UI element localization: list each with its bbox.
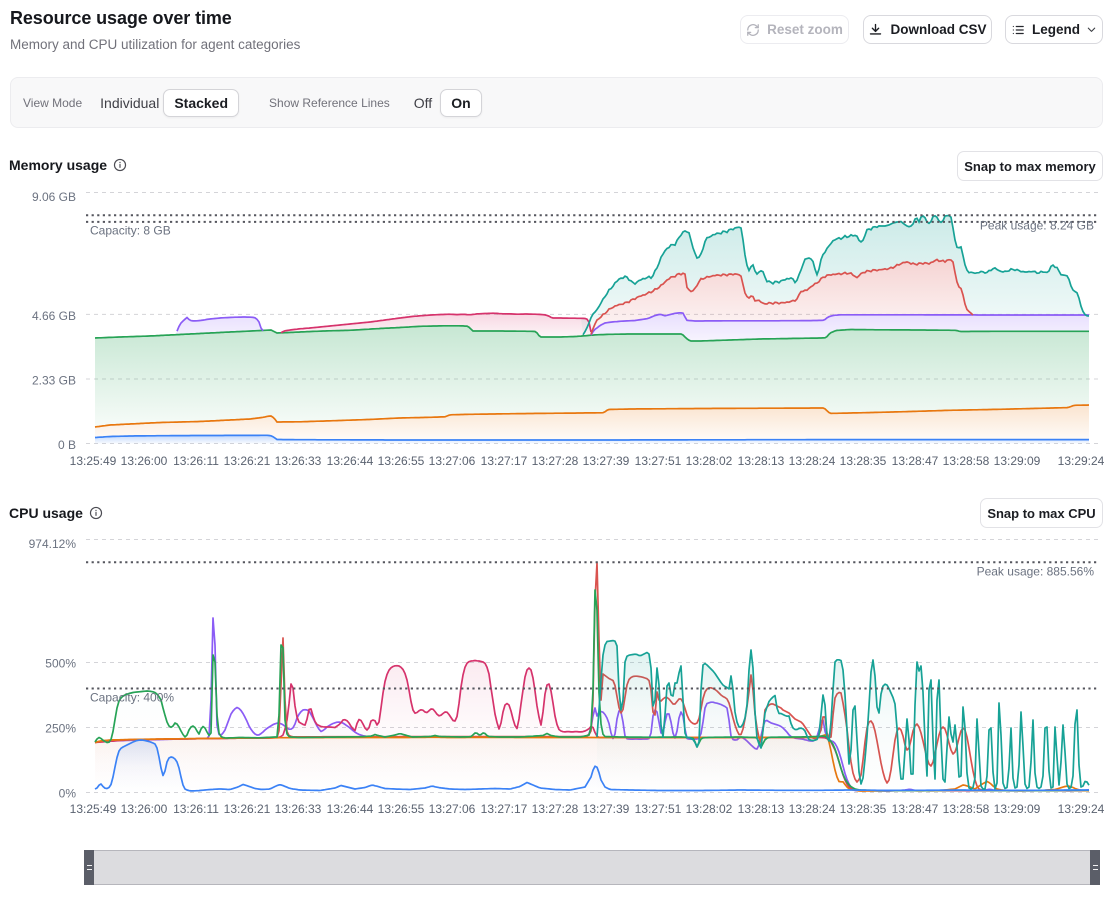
svg-text:13:29:24: 13:29:24 <box>1058 802 1105 816</box>
svg-text:250%: 250% <box>45 722 76 736</box>
svg-text:13:29:09: 13:29:09 <box>994 454 1041 468</box>
svg-text:13:28:13: 13:28:13 <box>738 454 785 468</box>
svg-text:13:27:06: 13:27:06 <box>429 802 476 816</box>
svg-text:13:26:11: 13:26:11 <box>173 802 219 816</box>
svg-text:13:28:35: 13:28:35 <box>840 802 887 816</box>
svg-text:9.06 GB: 9.06 GB <box>32 190 76 204</box>
svg-text:13:26:44: 13:26:44 <box>327 454 374 468</box>
svg-text:Capacity: 400%: Capacity: 400% <box>90 691 174 705</box>
svg-text:13:26:00: 13:26:00 <box>121 454 168 468</box>
svg-text:13:26:33: 13:26:33 <box>275 454 322 468</box>
svg-text:13:29:09: 13:29:09 <box>994 802 1041 816</box>
svg-text:2.33 GB: 2.33 GB <box>32 374 76 388</box>
svg-text:13:26:55: 13:26:55 <box>378 454 425 468</box>
svg-text:13:28:24: 13:28:24 <box>789 802 836 816</box>
svg-text:Peak usage: 8.24 GB: Peak usage: 8.24 GB <box>980 219 1094 233</box>
svg-text:13:27:17: 13:27:17 <box>481 454 528 468</box>
svg-text:13:27:06: 13:27:06 <box>429 454 476 468</box>
svg-text:13:28:58: 13:28:58 <box>943 802 990 816</box>
svg-text:13:26:00: 13:26:00 <box>121 802 168 816</box>
svg-text:Peak usage: 885.56%: Peak usage: 885.56% <box>977 565 1095 579</box>
svg-text:0 B: 0 B <box>58 438 76 452</box>
svg-text:13:27:17: 13:27:17 <box>481 802 528 816</box>
svg-text:Capacity: 8 GB: Capacity: 8 GB <box>90 224 171 238</box>
svg-text:13:27:39: 13:27:39 <box>583 802 630 816</box>
svg-text:13:27:51: 13:27:51 <box>635 454 682 468</box>
svg-text:4.66 GB: 4.66 GB <box>32 309 76 323</box>
svg-text:974.12%: 974.12% <box>29 537 77 551</box>
svg-text:13:28:35: 13:28:35 <box>840 454 887 468</box>
svg-text:13:28:58: 13:28:58 <box>943 454 990 468</box>
svg-text:13:28:02: 13:28:02 <box>686 802 733 816</box>
svg-text:13:26:44: 13:26:44 <box>327 802 374 816</box>
svg-text:13:26:11: 13:26:11 <box>173 454 219 468</box>
svg-text:13:29:24: 13:29:24 <box>1058 454 1105 468</box>
svg-text:0%: 0% <box>59 787 77 801</box>
svg-text:13:27:28: 13:27:28 <box>532 802 579 816</box>
svg-text:500%: 500% <box>45 657 76 671</box>
svg-text:13:28:24: 13:28:24 <box>789 454 836 468</box>
svg-text:13:28:02: 13:28:02 <box>686 454 733 468</box>
svg-text:13:28:47: 13:28:47 <box>892 802 939 816</box>
svg-text:13:25:49: 13:25:49 <box>70 454 117 468</box>
svg-text:13:27:51: 13:27:51 <box>635 802 682 816</box>
svg-text:13:26:21: 13:26:21 <box>224 802 271 816</box>
svg-text:13:28:13: 13:28:13 <box>738 802 785 816</box>
svg-text:13:26:21: 13:26:21 <box>224 454 271 468</box>
svg-text:13:25:49: 13:25:49 <box>70 802 117 816</box>
svg-text:13:27:28: 13:27:28 <box>532 454 579 468</box>
svg-text:13:28:47: 13:28:47 <box>892 454 939 468</box>
svg-text:13:27:39: 13:27:39 <box>583 454 630 468</box>
svg-text:13:26:55: 13:26:55 <box>378 802 425 816</box>
svg-text:13:26:33: 13:26:33 <box>275 802 322 816</box>
